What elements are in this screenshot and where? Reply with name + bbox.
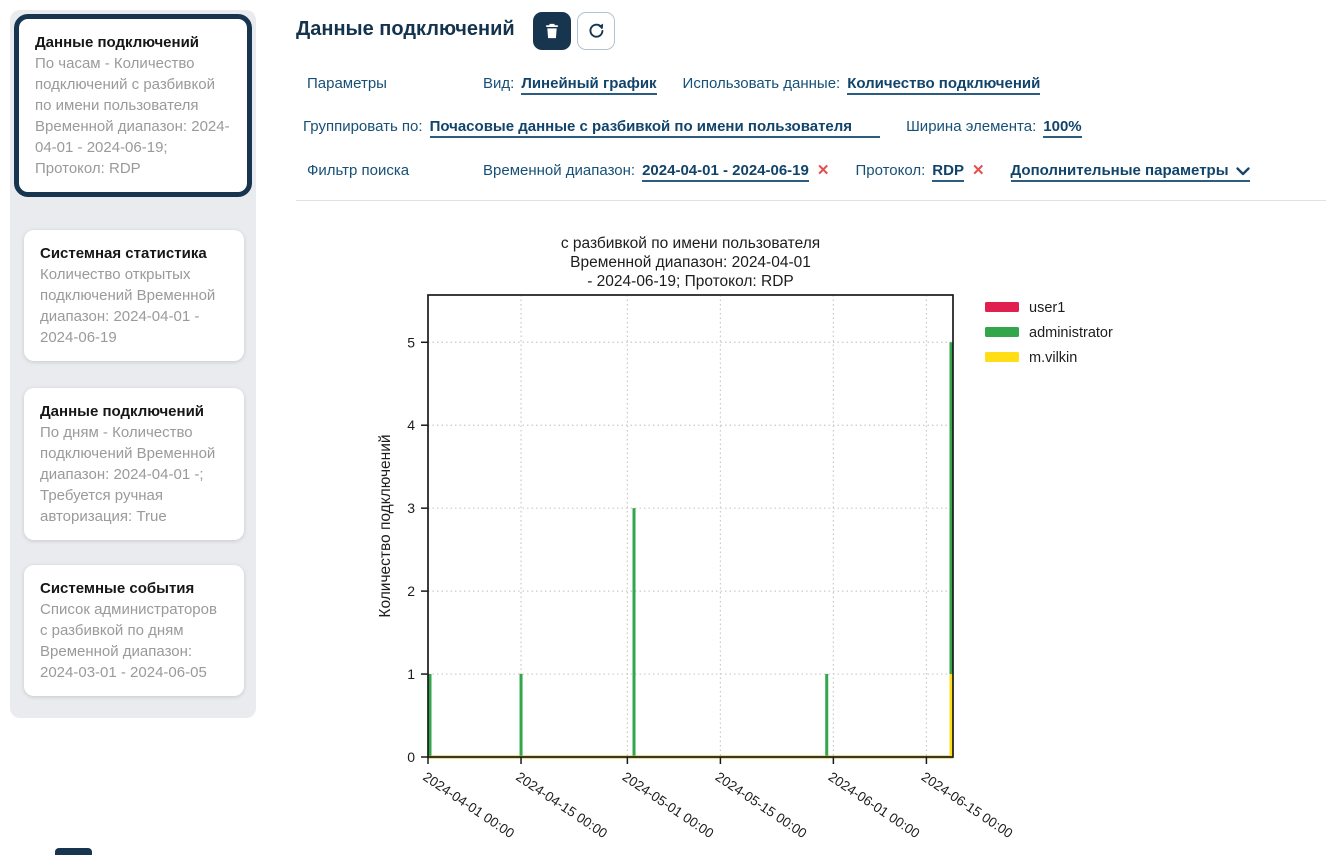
view-value-link[interactable]: Линейный график bbox=[521, 75, 657, 95]
card-description: По часам - Количество подключений с разб… bbox=[35, 55, 230, 177]
element-width-label: Ширина элемента: bbox=[906, 118, 1037, 135]
card-description: По дням - Количество подключений Временн… bbox=[40, 424, 216, 525]
protocol-label: Протокол: bbox=[855, 162, 926, 179]
use-data-label: Использовать данные: bbox=[682, 75, 841, 92]
svg-text:1: 1 bbox=[407, 666, 415, 682]
refresh-report-button[interactable] bbox=[577, 12, 615, 50]
svg-text:5: 5 bbox=[407, 334, 415, 350]
svg-text:2024-04-15 00:00: 2024-04-15 00:00 bbox=[513, 769, 610, 841]
svg-text:Количество подключений: Количество подключений bbox=[377, 434, 394, 617]
remove-protocol-filter-icon[interactable]: ✕ bbox=[971, 162, 985, 179]
group-by-value-link[interactable]: Почасовые данные с разбивкой по имени по… bbox=[429, 118, 881, 138]
group-by-row: Группировать по: Почасовые данные с разб… bbox=[303, 118, 1082, 138]
svg-text:m.vilkin: m.vilkin bbox=[1029, 350, 1077, 366]
svg-text:2024-06-15 00:00: 2024-06-15 00:00 bbox=[919, 769, 1016, 841]
parameters-section-label: Параметры bbox=[307, 75, 387, 92]
svg-text:administrator: administrator bbox=[1029, 325, 1113, 341]
svg-text:3: 3 bbox=[407, 500, 415, 516]
section-divider bbox=[296, 200, 1326, 201]
svg-text:2024-05-01 00:00: 2024-05-01 00:00 bbox=[620, 769, 717, 841]
report-list-sidebar: Данные подключений По часам - Количество… bbox=[10, 10, 256, 718]
svg-text:2: 2 bbox=[407, 583, 415, 599]
parameters-row: Параметры Вид: Линейный график Использов… bbox=[307, 75, 1041, 95]
svg-text:4: 4 bbox=[407, 417, 415, 433]
use-data-value-link[interactable]: Количество подключений bbox=[847, 75, 1041, 95]
time-range-value-link[interactable]: 2024-04-01 - 2024-06-19 bbox=[642, 162, 809, 182]
filter-section-label: Фильтр поиска bbox=[307, 162, 410, 179]
report-card-connections-daily[interactable]: Данные подключений По дням - Количество … bbox=[24, 388, 244, 540]
report-card-connections-hourly[interactable]: Данные подключений По часам - Количество… bbox=[14, 14, 252, 197]
chart-canvas: с разбивкой по имени пользователя Временн… bbox=[377, 235, 1113, 841]
svg-text:- 2024-06-19; Протокол: RDP: - 2024-06-19; Протокол: RDP bbox=[587, 273, 794, 290]
page-title: Данные подключений bbox=[296, 18, 515, 40]
group-by-label: Группировать по: bbox=[303, 118, 423, 135]
svg-text:2024-06-01 00:00: 2024-06-01 00:00 bbox=[826, 769, 923, 841]
card-title: Данные подключений bbox=[40, 403, 205, 420]
report-card-system-events[interactable]: Системные события Список администраторов… bbox=[24, 565, 244, 696]
view-label: Вид: bbox=[483, 75, 515, 92]
bottom-cutoff-element bbox=[55, 848, 92, 855]
refresh-icon bbox=[589, 23, 604, 38]
card-description: Количество открытых подключений Временно… bbox=[40, 266, 216, 346]
delete-report-button[interactable] bbox=[533, 12, 571, 50]
svg-text:0: 0 bbox=[407, 749, 415, 765]
card-title: Данные подключений bbox=[35, 34, 200, 51]
search-filter-row: Фильтр поиска Временной диапазон: 2024-0… bbox=[307, 161, 1250, 182]
svg-text:с разбивкой по имени пользоват: с разбивкой по имени пользователя bbox=[561, 235, 820, 252]
trash-icon bbox=[546, 23, 558, 39]
card-title: Системная статистика bbox=[40, 245, 207, 262]
svg-text:Временной диапазон: 2024-04-01: Временной диапазон: 2024-04-01 bbox=[570, 254, 811, 271]
time-range-label: Временной диапазон: bbox=[483, 162, 636, 179]
extra-parameters-link[interactable]: Дополнительные параметры bbox=[1010, 162, 1250, 182]
svg-text:user1: user1 bbox=[1029, 300, 1065, 316]
connections-line-chart: с разбивкой по имени пользователя Временн… bbox=[296, 201, 1326, 855]
protocol-value-link[interactable]: RDP bbox=[932, 162, 964, 182]
report-card-system-statistics[interactable]: Системная статистика Количество открытых… bbox=[24, 230, 244, 361]
svg-text:2024-05-15 00:00: 2024-05-15 00:00 bbox=[713, 769, 810, 841]
card-title: Системные события bbox=[40, 580, 195, 597]
card-description: Список администраторов с разбивкой по дн… bbox=[40, 601, 217, 681]
element-width-value-link[interactable]: 100% bbox=[1043, 118, 1082, 138]
svg-text:2024-04-01 00:00: 2024-04-01 00:00 bbox=[420, 769, 517, 841]
chevron-down-icon bbox=[1235, 167, 1250, 176]
extra-parameters-label: Дополнительные параметры bbox=[1010, 162, 1229, 179]
remove-time-range-filter-icon[interactable]: ✕ bbox=[816, 162, 830, 179]
